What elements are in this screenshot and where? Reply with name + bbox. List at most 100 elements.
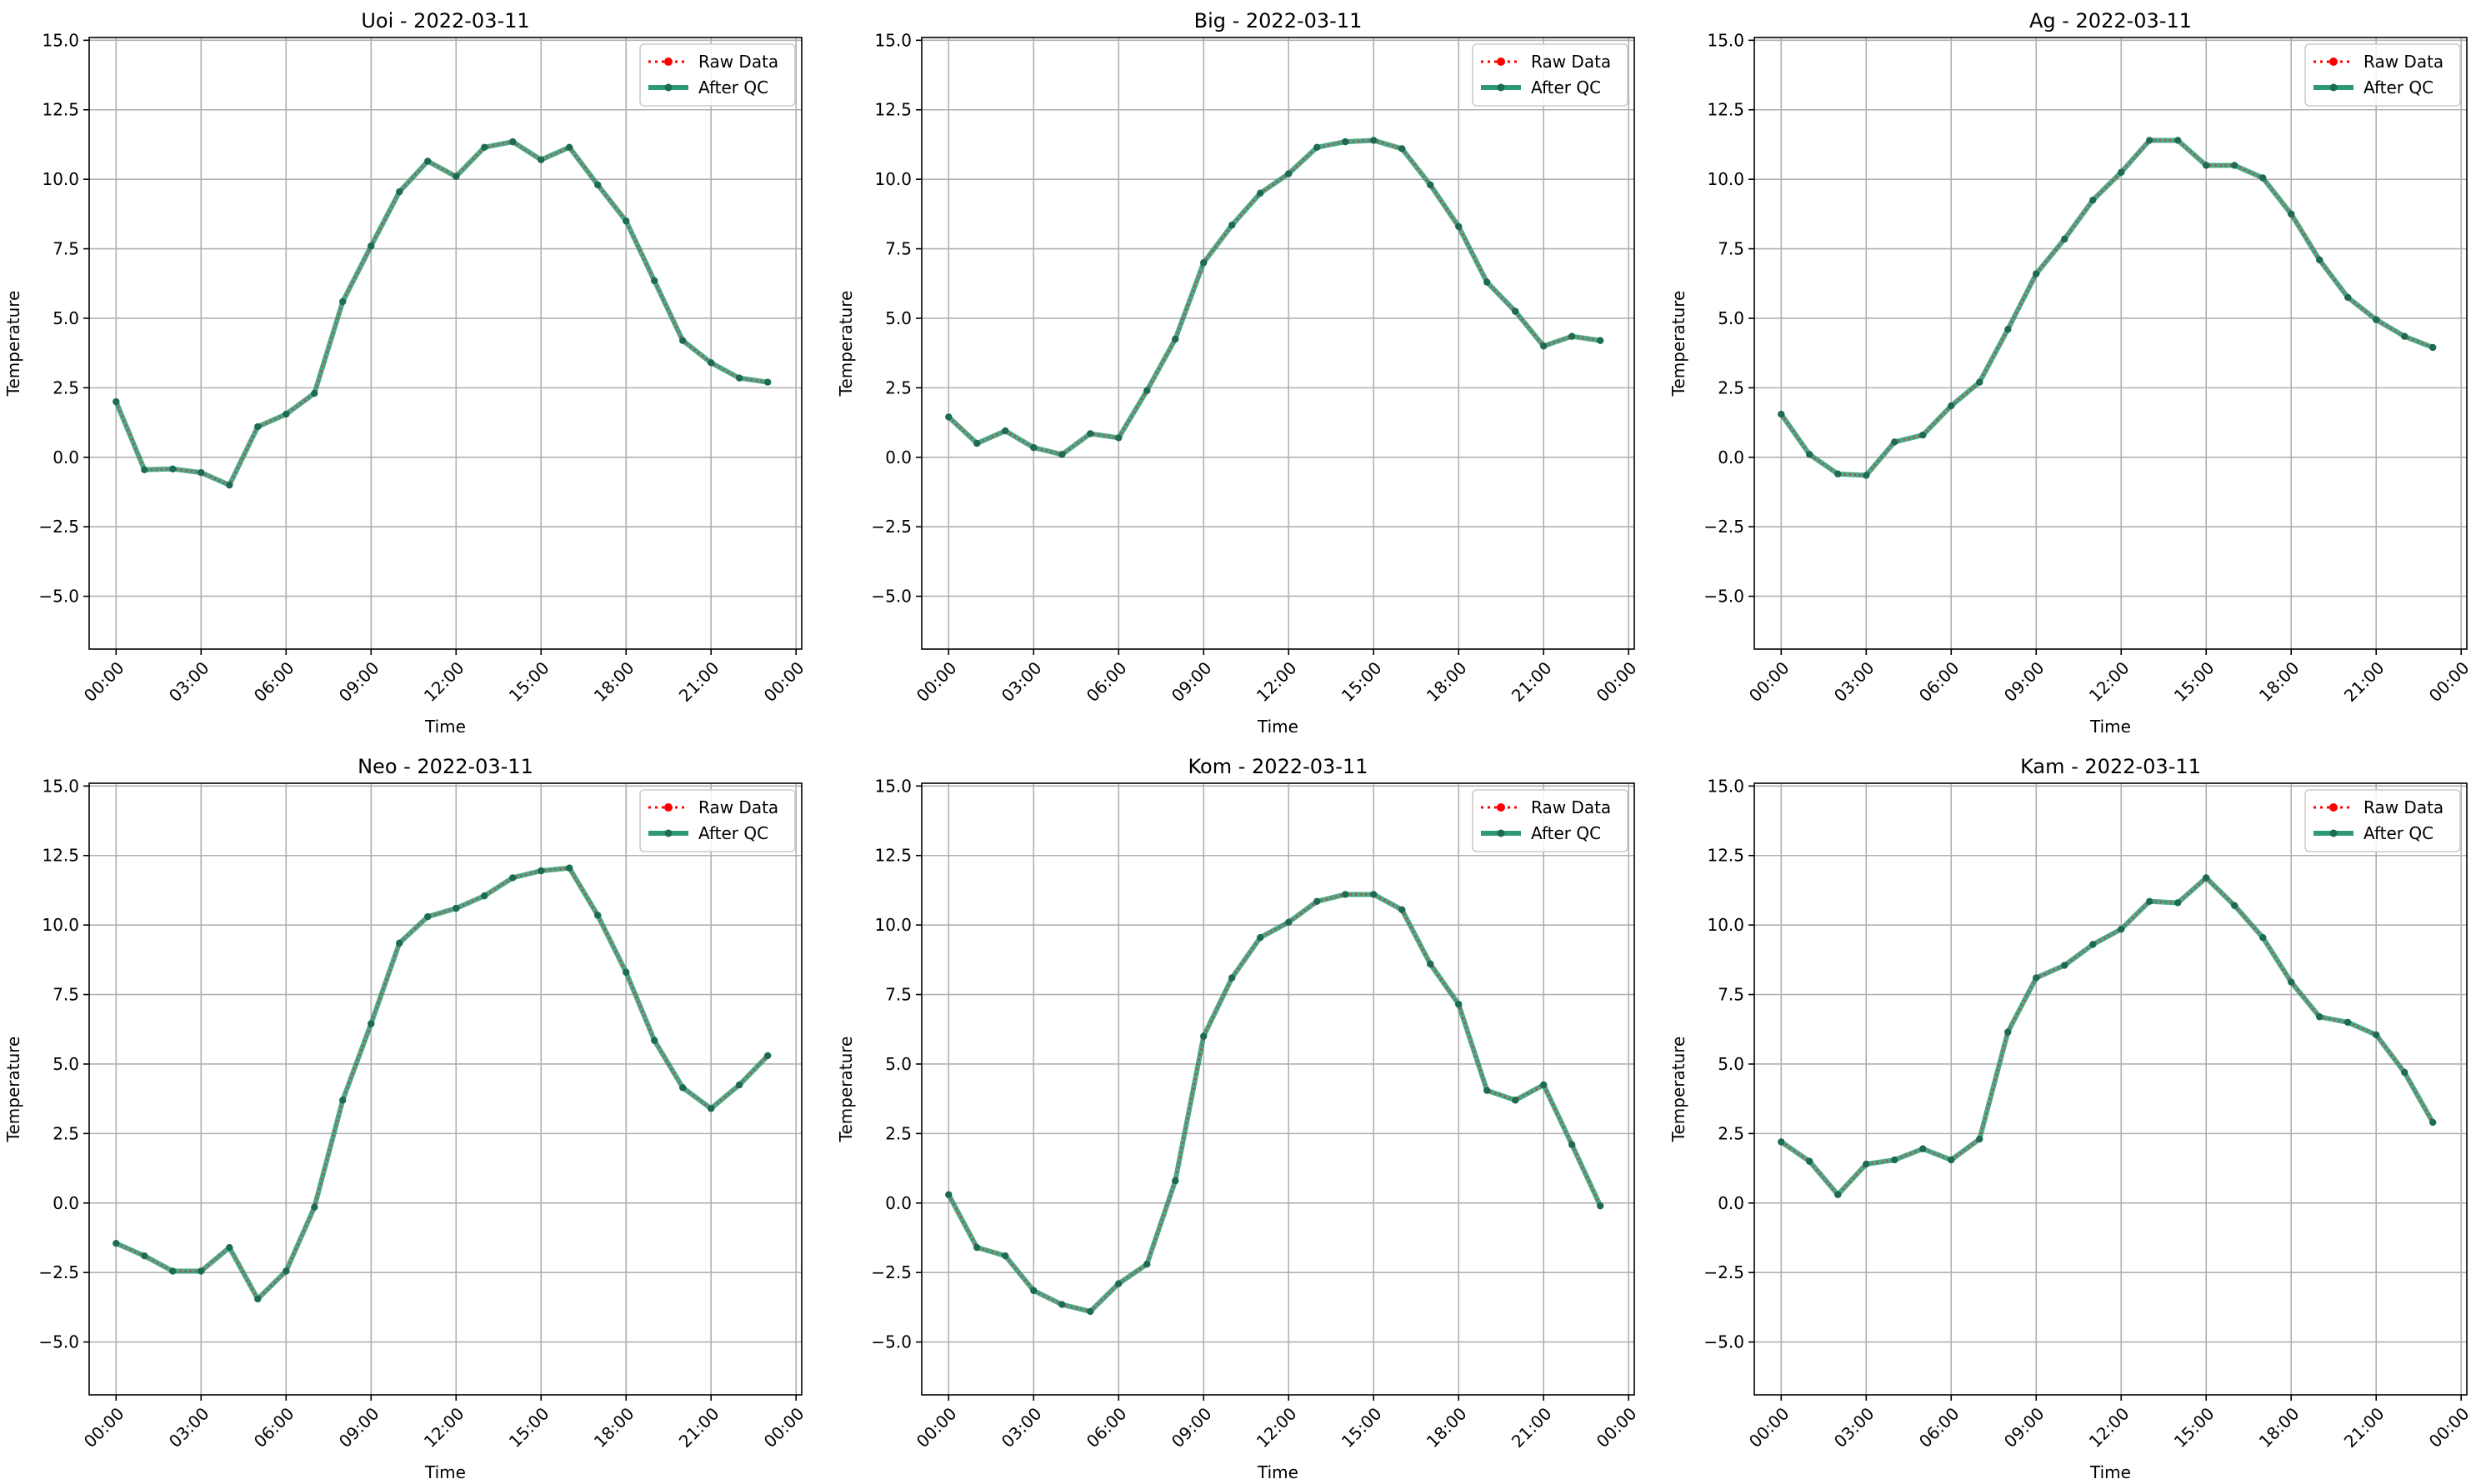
y-tick-label: 2.5: [885, 1123, 912, 1143]
x-tick-label: 00:00: [80, 657, 128, 706]
data-point-after-qc: [2316, 256, 2323, 264]
data-point-after-qc: [2089, 941, 2097, 948]
data-point-after-qc: [368, 1020, 375, 1027]
data-point-after-qc: [1483, 1087, 1491, 1094]
series-line-raw-data: [948, 893, 1602, 1313]
x-tick-label: 09:00: [335, 657, 383, 706]
y-tick-label: −2.5: [871, 517, 912, 537]
y-tick-label: 7.5: [885, 985, 912, 1005]
y-axis-label: Temperature: [3, 1037, 23, 1143]
y-tick-label: 5.0: [53, 1054, 79, 1074]
x-tick-label: 15:00: [2170, 657, 2218, 706]
subplot-6: 00:00 03:00 06:00 09:00 12:00 15:00 18:00 21:00…: [1668, 755, 2473, 1482]
y-tick-label: −5.0: [871, 587, 912, 607]
data-point-after-qc: [1597, 1202, 1604, 1210]
y-tick-label: 0.0: [1718, 1193, 1744, 1213]
x-tick-label: 15:00: [2170, 1403, 2218, 1452]
data-point-after-qc: [1257, 189, 1264, 197]
y-tick-label: 2.5: [1718, 377, 1744, 397]
x-tick-label: 15:00: [1338, 657, 1386, 706]
x-tick-label: 21:00: [675, 1403, 723, 1452]
data-point-after-qc: [764, 1052, 772, 1060]
x-tick-label: 21:00: [1508, 657, 1556, 706]
data-point-after-qc: [1427, 181, 1434, 189]
data-point-after-qc: [1172, 1177, 1179, 1185]
data-point-after-qc: [226, 1243, 233, 1252]
x-tick-label: 18:00: [2255, 657, 2303, 706]
legend-label-raw-data: Raw Data: [1531, 797, 1611, 817]
x-tick-label: 03:00: [165, 1403, 213, 1452]
legend-label-raw-data: Raw Data: [1531, 52, 1611, 72]
x-axis-label: Time: [2089, 1462, 2131, 1482]
x-tick-label: 09:00: [335, 1403, 383, 1452]
data-point-after-qc: [339, 297, 347, 306]
x-tick-label: 09:00: [1168, 1403, 1216, 1452]
legend: Raw Data After QC: [639, 789, 796, 852]
data-point-after-qc: [283, 1267, 290, 1275]
y-tick-label: 0.0: [53, 447, 79, 467]
x-tick-label: 06:00: [1083, 657, 1131, 706]
data-point-after-qc: [623, 217, 630, 225]
x-tick-label: 12:00: [2085, 657, 2133, 706]
legend-marker-raw-data: [2329, 803, 2338, 812]
data-point-after-qc: [594, 181, 602, 189]
data-point-after-qc: [764, 378, 772, 386]
legend-box: [639, 789, 796, 852]
y-axis-label: Temperature: [3, 291, 23, 397]
legend: Raw Data After QC: [2304, 789, 2461, 852]
data-point-after-qc: [1863, 472, 1870, 479]
legend-label-after-qc: After QC: [2363, 77, 2433, 97]
y-tick-label: 7.5: [1718, 239, 1744, 259]
y-tick-label: 7.5: [53, 239, 79, 259]
data-point-after-qc: [2146, 137, 2153, 144]
data-point-after-qc: [2033, 974, 2040, 982]
data-point-after-qc: [1143, 1260, 1151, 1268]
data-point-after-qc: [141, 466, 148, 474]
data-point-after-qc: [1512, 307, 1519, 315]
data-point-after-qc: [254, 422, 262, 431]
y-tick-label: 5.0: [885, 308, 912, 328]
y-tick-label: −5.0: [1703, 1332, 1744, 1352]
data-point-after-qc: [1143, 387, 1151, 394]
x-tick-label: 06:00: [1083, 1403, 1131, 1452]
x-tick-label: 06:00: [1915, 657, 1963, 706]
data-point-after-qc: [736, 374, 743, 382]
data-point-after-qc: [1228, 974, 1236, 982]
x-tick-label: 03:00: [998, 1403, 1046, 1452]
x-tick-label: 18:00: [2255, 1403, 2303, 1452]
x-tick-label: 00:00: [913, 1403, 961, 1452]
data-point-after-qc: [424, 157, 432, 165]
y-tick-label: 15.0: [42, 776, 79, 796]
legend-marker-after-qc: [664, 829, 673, 837]
y-tick-label: 12.5: [42, 100, 79, 120]
data-point-after-qc: [1948, 402, 1955, 410]
legend: Raw Data After QC: [639, 43, 796, 107]
x-tick-label: 18:00: [590, 657, 638, 706]
data-point-after-qc: [538, 867, 545, 875]
data-point-after-qc: [1030, 443, 1038, 452]
x-tick-label: 00:00: [2425, 1403, 2473, 1452]
x-tick-label: 12:00: [2085, 1403, 2133, 1452]
data-point-after-qc: [481, 892, 488, 900]
data-point-after-qc: [2203, 162, 2210, 169]
y-axis-label: Temperature: [1668, 291, 1688, 397]
data-point-after-qc: [1285, 918, 1293, 927]
data-point-after-qc: [1834, 1191, 1842, 1198]
legend-label-raw-data: Raw Data: [698, 797, 778, 817]
subplot-2: 00:00 03:00 06:00 09:00 12:00 15:00 18:00 21:00…: [836, 9, 1640, 737]
x-tick-label: 21:00: [1508, 1403, 1556, 1452]
y-tick-label: 2.5: [53, 377, 79, 397]
x-tick-label: 06:00: [250, 657, 298, 706]
series-line-raw-data: [1780, 139, 2433, 477]
chart-title: Kom - 2022-03-11: [1188, 755, 1368, 778]
data-point-after-qc: [1370, 891, 1378, 898]
chart-title: Uoi - 2022-03-11: [361, 9, 529, 32]
data-point-after-qc: [1115, 1280, 1123, 1287]
y-tick-label: 15.0: [874, 30, 912, 50]
data-point-after-qc: [169, 1267, 177, 1275]
legend-marker-raw-data: [664, 803, 673, 812]
x-tick-label: 09:00: [1168, 657, 1216, 706]
x-tick-label: 21:00: [2340, 657, 2388, 706]
series-line-raw-data: [948, 139, 1601, 456]
